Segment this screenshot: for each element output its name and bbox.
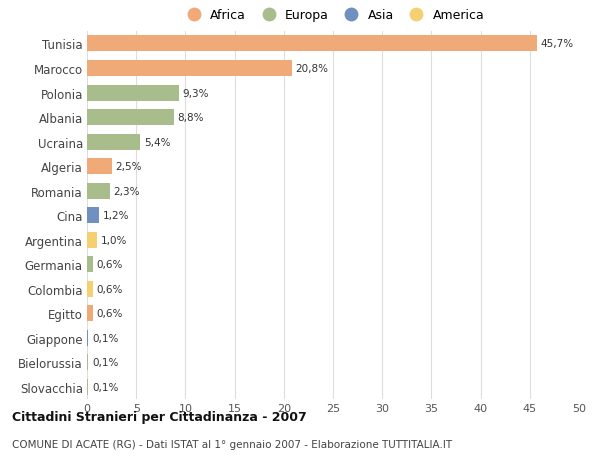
Legend: Africa, Europa, Asia, America: Africa, Europa, Asia, America [182, 9, 484, 22]
Bar [87, 85, 179, 101]
Bar [87, 110, 173, 126]
Bar [87, 61, 292, 77]
Text: 2,3%: 2,3% [113, 186, 140, 196]
Text: 20,8%: 20,8% [296, 64, 329, 74]
Bar [87, 159, 112, 175]
Bar [87, 183, 110, 199]
Text: 8,8%: 8,8% [178, 113, 204, 123]
Bar [87, 355, 88, 370]
Bar [87, 281, 93, 297]
Text: 0,1%: 0,1% [92, 382, 118, 392]
Bar [87, 232, 97, 248]
Bar [87, 257, 93, 273]
Bar [87, 330, 88, 346]
Text: 9,3%: 9,3% [182, 88, 209, 98]
Text: 0,6%: 0,6% [97, 260, 123, 270]
Text: 0,1%: 0,1% [92, 333, 118, 343]
Bar [87, 379, 88, 395]
Bar [87, 36, 536, 52]
Bar [87, 134, 140, 150]
Text: 2,5%: 2,5% [116, 162, 142, 172]
Text: COMUNE DI ACATE (RG) - Dati ISTAT al 1° gennaio 2007 - Elaborazione TUTTITALIA.I: COMUNE DI ACATE (RG) - Dati ISTAT al 1° … [12, 440, 452, 449]
Text: 1,0%: 1,0% [101, 235, 127, 245]
Text: 5,4%: 5,4% [144, 137, 170, 147]
Bar [87, 306, 93, 322]
Text: Cittadini Stranieri per Cittadinanza - 2007: Cittadini Stranieri per Cittadinanza - 2… [12, 410, 307, 423]
Text: 1,2%: 1,2% [103, 211, 129, 221]
Text: 0,6%: 0,6% [97, 284, 123, 294]
Text: 0,1%: 0,1% [92, 358, 118, 368]
Text: 45,7%: 45,7% [541, 39, 574, 50]
Bar [87, 208, 99, 224]
Text: 0,6%: 0,6% [97, 308, 123, 319]
